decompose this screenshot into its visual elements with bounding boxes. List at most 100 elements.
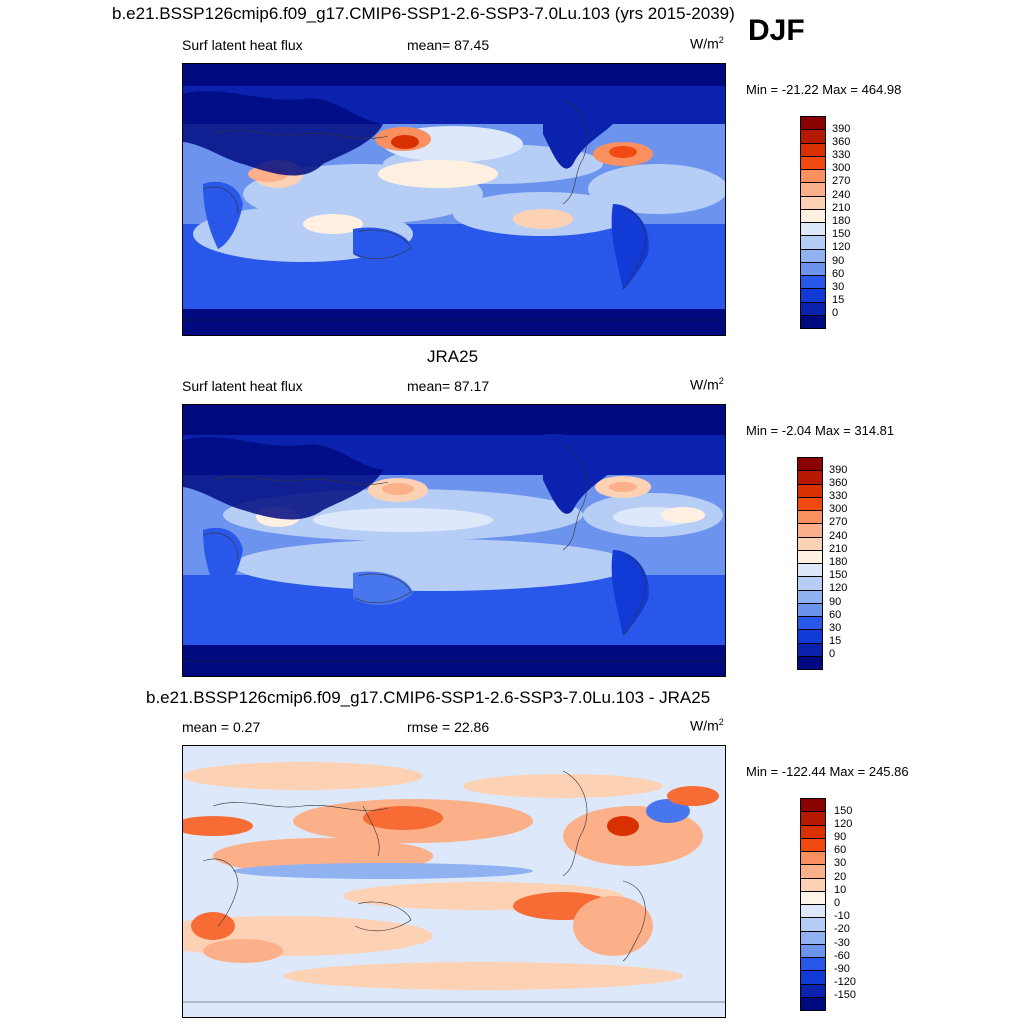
colorbar-tick-label: 90 [829,595,842,608]
colorbar-tick-label: 60 [834,844,847,857]
colorbar-swatch [801,289,825,303]
colorbar-swatch [798,656,822,669]
colorbar-tick-label: 330 [832,149,851,162]
colorbar-swatch [798,550,822,564]
rmse-label-diff: rmse = 22.86 [407,719,490,735]
mean-label-model: mean= 87.45 [407,37,490,53]
colorbar-tick-label: 210 [832,201,851,214]
colorbar-tick-label: 30 [832,280,845,293]
colorbar-swatch [801,170,825,184]
colorbar-swatch [801,799,825,813]
colorbar-swatch [798,577,822,591]
colorbar-tick-label: 360 [832,135,851,148]
colorbar-tick-label: 30 [834,857,847,870]
colorbar-swatch [798,630,822,644]
colorbar-tick-label: -90 [834,962,850,975]
colorbar-tick-label: 150 [834,804,853,817]
colorbar-swatch [801,236,825,250]
units-label-model: W/m2 [690,35,724,52]
colorbar-swatch [798,564,822,578]
colorbar-tick-label: 0 [829,648,836,661]
colorbar-swatch [798,524,822,538]
colorbar-swatch [801,249,825,263]
colorbar-swatch [801,905,825,919]
units-label-diff: W/m2 [690,717,724,734]
colorbar-swatch [801,117,825,131]
map-panel-diff [182,745,726,1018]
colorbar-swatch [798,617,822,631]
colorbar-swatch [798,590,822,604]
minmax-label-model: Min = -21.22 Max = 464.98 [746,82,902,97]
colorbar-swatch [801,891,825,905]
colorbar-tick-label: 120 [829,582,848,595]
colorbar-tick-label: 390 [832,122,851,135]
colorbar-swatch [801,276,825,290]
units-label-obs: W/m2 [690,376,724,393]
colorbar-swatch [801,156,825,170]
colorbar-tick-label: 270 [832,175,851,188]
colorbar-tick-label: -30 [834,936,850,949]
colorbar-obs [797,457,823,670]
colorbar-swatch [801,315,825,328]
variable-label-obs: Surf latent heat flux [182,378,303,394]
mean-label-obs: mean= 87.17 [407,378,490,394]
colorbar-swatch [801,958,825,972]
minmax-label-diff: Min = -122.44 Max = 245.86 [746,764,909,779]
colorbar-tick-label: 90 [832,254,845,267]
colorbar-swatch [801,918,825,932]
colorbar-tick-label: 180 [829,556,848,568]
colorbar-tick-label: 0 [834,897,841,909]
colorbar-tick-label: 330 [829,490,848,503]
colorbar-swatch [798,484,822,498]
colorbar-swatch [801,262,825,276]
colorbar-model [800,116,826,329]
colorbar-diff [800,798,826,1011]
colorbar-swatch [801,865,825,879]
colorbar-swatch [801,931,825,945]
colorbar-tick-label: -150 [834,989,857,1002]
colorbar-swatch [798,603,822,617]
map-field-diff [183,746,725,1017]
colorbar-tick-label: 60 [829,608,842,621]
colorbar-swatch [798,511,822,525]
colorbar-tick-label: 390 [829,463,848,476]
colorbar-swatch [801,209,825,223]
colorbar-tick-label: 240 [832,188,851,201]
colorbar-tick-label: -120 [834,976,857,989]
panel-title-obs: JRA25 [427,347,479,366]
colorbar-swatch [798,458,822,472]
colorbar-tick-label: 90 [834,831,847,844]
colorbar-tick-label: 240 [829,529,848,542]
colorbar-swatch [801,838,825,852]
colorbar-swatch [801,944,825,958]
colorbar-tick-label: -20 [834,923,850,936]
colorbar-swatch [801,196,825,210]
panel-title-model: b.e21.BSSP126cmip6.f09_g17.CMIP6-SSP1-2.… [112,4,735,23]
colorbar-tick-label: -60 [834,949,850,962]
colorbar-tick-label: 30 [829,621,842,634]
map-field-model [183,64,725,335]
variable-label-model: Surf latent heat flux [182,37,303,53]
map-field-obs [183,405,725,676]
colorbar-tick-label: 20 [834,870,847,883]
colorbar-tick-label: 60 [832,267,845,280]
colorbar-tick-label: 180 [832,215,851,227]
colorbar-swatch [798,471,822,485]
colorbar-tick-label: 15 [829,635,842,648]
season-label: DJF [748,14,805,47]
colorbar-swatch [801,997,825,1010]
colorbar-tick-label: 120 [832,241,851,254]
colorbar-tick-label: 300 [829,503,848,516]
colorbar-tick-label: 120 [834,817,853,830]
panel-title-diff: b.e21.BSSP126cmip6.f09_g17.CMIP6-SSP1-2.… [146,688,711,707]
colorbar-swatch [801,984,825,998]
colorbar-tick-label: 10 [834,883,847,896]
colorbar-tick-label: 270 [829,516,848,529]
colorbar-swatch [798,537,822,551]
colorbar-tick-label: 150 [832,228,851,241]
colorbar-swatch [801,143,825,157]
colorbar-swatch [801,971,825,985]
map-panel-obs [182,404,726,677]
map-panel-model [182,63,726,336]
colorbar-tick-label: 15 [832,294,845,307]
